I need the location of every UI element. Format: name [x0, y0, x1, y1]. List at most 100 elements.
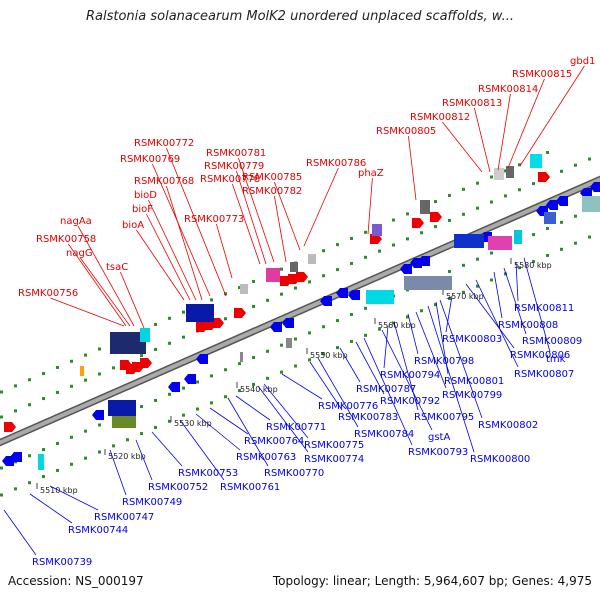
- track-dot: [448, 218, 451, 222]
- forward-gene-arrow: [212, 318, 224, 328]
- label-leader-line: [148, 199, 197, 301]
- track-dot: [140, 432, 143, 436]
- label-leader-line: [274, 195, 287, 263]
- reverse-gene-label: RSMK00749: [122, 497, 182, 508]
- gene-block: [514, 230, 522, 244]
- reverse-gene-arrow: [196, 354, 208, 364]
- track-dot: [392, 243, 395, 247]
- track-dot: [406, 237, 409, 241]
- label-leader-line: [29, 493, 73, 524]
- reverse-gene-arrow: [282, 318, 294, 328]
- gene-block: [366, 290, 394, 304]
- label-leader-line: [303, 167, 339, 247]
- track-dot: [56, 390, 59, 394]
- reverse-gene-label: RSMK00774: [304, 454, 364, 465]
- label-leader-line: [109, 449, 127, 496]
- gene-block: [454, 234, 484, 248]
- gene-block: [266, 268, 280, 282]
- label-leader-line: [257, 385, 309, 453]
- track-dot: [294, 286, 297, 290]
- gene-block: [140, 328, 150, 342]
- track-dot: [490, 200, 493, 204]
- reverse-gene-arrow: [556, 196, 568, 206]
- label-leader-line: [465, 283, 515, 349]
- track-dot: [70, 384, 73, 388]
- label-leader-line: [3, 509, 37, 556]
- reverse-gene-label: RSMK00806: [510, 350, 570, 361]
- track-dot: [364, 306, 367, 310]
- track-dot: [154, 425, 157, 429]
- track-dot: [154, 322, 157, 326]
- forward-gene-label: bioD: [134, 190, 157, 201]
- forward-gene-arrow: [296, 272, 308, 282]
- track-dot: [280, 292, 283, 296]
- track-dot: [560, 169, 563, 173]
- forward-gene-label: RSMK00756: [18, 288, 78, 299]
- track-dot: [224, 317, 227, 321]
- track-dot: [546, 150, 549, 154]
- label-leader-line: [523, 257, 551, 353]
- label-leader-line: [274, 181, 301, 251]
- reverse-gene-label: RSMK00795: [414, 412, 474, 423]
- track-dot: [392, 321, 395, 325]
- reverse-gene-label: RSMK00800: [470, 454, 530, 465]
- reverse-gene-label: RSMK00784: [354, 429, 414, 440]
- track-dot: [308, 358, 311, 362]
- reverse-gene-label: RSMK00753: [178, 468, 238, 479]
- forward-gene-label: RSMK00781: [206, 148, 266, 159]
- label-leader-line: [408, 135, 417, 201]
- label-leader-line: [363, 337, 413, 446]
- track-dot: [98, 423, 101, 427]
- label-leader-line: [439, 299, 483, 419]
- label-leader-line: [383, 325, 389, 369]
- label-leader-line: [393, 321, 419, 411]
- reverse-gene-label: RSMK00811: [514, 303, 574, 314]
- track-dot: [518, 266, 521, 270]
- track-dot: [574, 214, 577, 218]
- reverse-gene-label: RSMK00744: [68, 525, 128, 536]
- reverse-gene-label: RSMK00793: [408, 447, 468, 458]
- track-dot: [182, 386, 185, 390]
- label-leader-line: [507, 78, 545, 169]
- forward-gene-label: RSMK00805: [376, 126, 436, 137]
- reverse-gene-arrow: [590, 182, 600, 192]
- track-dot: [476, 257, 479, 261]
- track-dot: [448, 269, 451, 273]
- track-dot: [210, 401, 213, 405]
- gene-block: [290, 262, 298, 272]
- reverse-gene-label: RSMK00763: [236, 452, 296, 463]
- track-dot: [182, 310, 185, 314]
- track-dot: [462, 263, 465, 267]
- track-dot: [168, 341, 171, 345]
- track-dot: [350, 236, 353, 240]
- track-dot: [322, 249, 325, 253]
- gene-block: [544, 212, 556, 224]
- track-dot: [546, 226, 549, 230]
- track-dot: [294, 364, 297, 368]
- reverse-gene-label: RSMK00761: [220, 482, 280, 493]
- track-dot: [14, 384, 17, 388]
- label-lines-group: [3, 65, 585, 556]
- label-leader-line: [195, 413, 241, 451]
- forward-gene-arrow: [538, 172, 550, 182]
- chromosome-backbone: [0, 175, 600, 447]
- track-dot: [532, 260, 535, 264]
- label-leader-line: [435, 301, 449, 375]
- forward-gene-arrow: [430, 212, 442, 222]
- gene-block: [186, 304, 214, 322]
- reverse-gene-arrow: [92, 410, 104, 420]
- label-leader-line: [445, 295, 453, 333]
- reverse-gene-arrow: [270, 322, 282, 332]
- track-dot: [406, 212, 409, 216]
- forward-gene-label: bioF: [132, 204, 153, 215]
- reverse-gene-arrow: [320, 296, 332, 306]
- forward-gene-label: RSMK00785: [242, 172, 302, 183]
- label-leader-line: [442, 121, 483, 173]
- track-dot: [490, 175, 493, 179]
- gene-block: [488, 236, 512, 250]
- track-dot: [112, 366, 115, 370]
- track-dot: [588, 235, 591, 239]
- tick-label: 5520 kbp: [108, 452, 146, 461]
- track-dot: [490, 278, 493, 282]
- track-dot: [224, 395, 227, 399]
